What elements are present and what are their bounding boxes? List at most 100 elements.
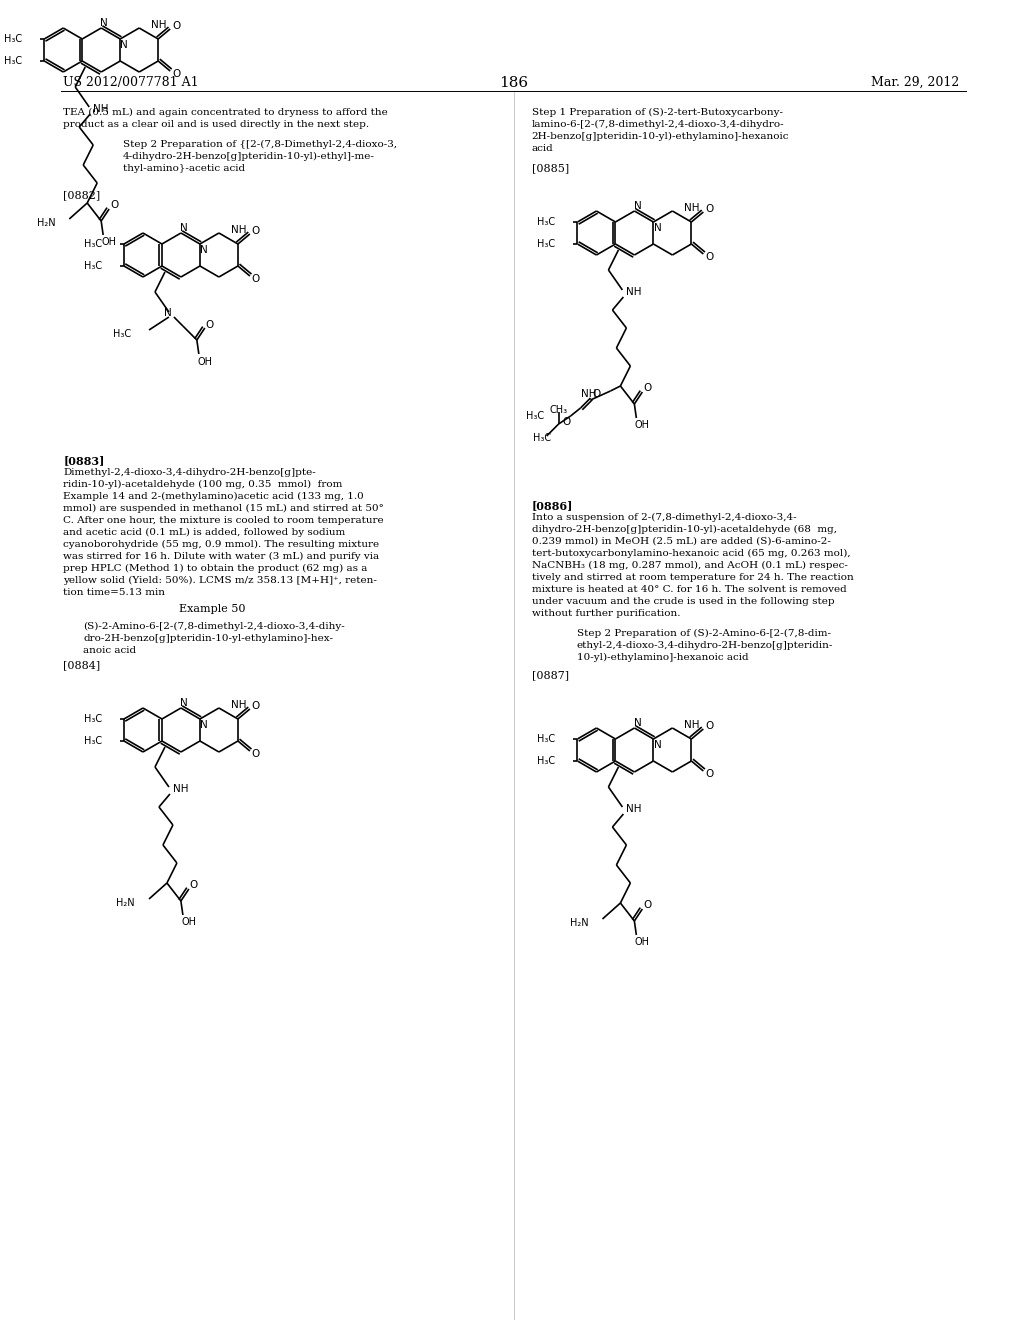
Text: N: N xyxy=(634,201,641,211)
Text: OH: OH xyxy=(198,356,212,367)
Text: [0887]: [0887] xyxy=(531,671,568,680)
Text: mixture is heated at 40° C. for 16 h. The solvent is removed: mixture is heated at 40° C. for 16 h. Th… xyxy=(531,585,847,594)
Text: H₃C: H₃C xyxy=(84,261,102,271)
Text: H₃C: H₃C xyxy=(532,433,551,444)
Text: O: O xyxy=(643,900,651,909)
Text: N: N xyxy=(164,308,172,318)
Text: prep HPLC (Method 1) to obtain the product (62 mg) as a: prep HPLC (Method 1) to obtain the produ… xyxy=(63,564,368,573)
Text: 4-dihydro-2H-benzo[g]pteridin-10-yl)-ethyl]-me-: 4-dihydro-2H-benzo[g]pteridin-10-yl)-eth… xyxy=(123,152,375,161)
Text: [0883]: [0883] xyxy=(63,455,104,466)
Text: H₃C: H₃C xyxy=(84,737,102,746)
Text: O: O xyxy=(706,770,714,779)
Text: H₃C: H₃C xyxy=(538,239,556,249)
Text: [0886]: [0886] xyxy=(531,500,573,511)
Text: NaCNBH₃ (18 mg, 0.287 mmol), and AcOH (0.1 mL) respec-: NaCNBH₃ (18 mg, 0.287 mmol), and AcOH (0… xyxy=(531,561,848,570)
Text: Example 50: Example 50 xyxy=(179,605,246,614)
Text: O: O xyxy=(172,21,180,30)
Text: O: O xyxy=(206,319,214,330)
Text: NH: NH xyxy=(230,700,247,710)
Text: NH: NH xyxy=(152,20,167,30)
Text: H₃C: H₃C xyxy=(538,216,556,227)
Text: H₂N: H₂N xyxy=(117,898,135,908)
Text: H₃C: H₃C xyxy=(113,329,131,339)
Text: O: O xyxy=(189,880,198,890)
Text: N: N xyxy=(120,40,128,50)
Text: Mar. 29, 2012: Mar. 29, 2012 xyxy=(870,77,958,88)
Text: O: O xyxy=(252,226,260,236)
Text: was stirred for 16 h. Dilute with water (3 mL) and purify via: was stirred for 16 h. Dilute with water … xyxy=(63,552,379,561)
Text: ridin-10-yl)-acetaldehyde (100 mg, 0.35  mmol)  from: ridin-10-yl)-acetaldehyde (100 mg, 0.35 … xyxy=(63,480,343,490)
Text: NH: NH xyxy=(230,224,247,235)
Text: N: N xyxy=(634,718,641,729)
Text: H₃C: H₃C xyxy=(538,734,556,744)
Text: thyl-amino}-acetic acid: thyl-amino}-acetic acid xyxy=(123,164,245,173)
Text: O: O xyxy=(252,701,260,711)
Text: H₂N: H₂N xyxy=(570,917,589,928)
Text: cyanoborohydride (55 mg, 0.9 mmol). The resulting mixture: cyanoborohydride (55 mg, 0.9 mmol). The … xyxy=(63,540,379,549)
Text: O: O xyxy=(172,69,180,79)
Text: 186: 186 xyxy=(499,77,528,90)
Text: OH: OH xyxy=(635,420,650,430)
Text: H₃C: H₃C xyxy=(525,411,544,421)
Text: (S)-2-Amino-6-[2-(7,8-dimethyl-2,4-dioxo-3,4-dihy-: (S)-2-Amino-6-[2-(7,8-dimethyl-2,4-dioxo… xyxy=(83,622,345,631)
Text: N: N xyxy=(180,698,187,708)
Text: product as a clear oil and is used directly in the next step.: product as a clear oil and is used direc… xyxy=(63,120,370,129)
Text: OH: OH xyxy=(101,238,117,247)
Text: NH: NH xyxy=(173,784,188,795)
Text: under vacuum and the crude is used in the following step: under vacuum and the crude is used in th… xyxy=(531,597,835,606)
Text: C. After one hour, the mixture is cooled to room temperature: C. After one hour, the mixture is cooled… xyxy=(63,516,384,525)
Text: NH: NH xyxy=(581,389,596,399)
Text: tion time=5.13 min: tion time=5.13 min xyxy=(63,587,165,597)
Text: O: O xyxy=(643,383,651,393)
Text: US 2012/0077781 A1: US 2012/0077781 A1 xyxy=(63,77,199,88)
Text: NH: NH xyxy=(684,203,699,213)
Text: Step 2 Preparation of {[2-(7,8-Dimethyl-2,4-dioxo-3,: Step 2 Preparation of {[2-(7,8-Dimethyl-… xyxy=(123,140,397,149)
Text: H₃C: H₃C xyxy=(4,55,23,66)
Text: H₃C: H₃C xyxy=(4,34,23,44)
Text: [0882]: [0882] xyxy=(63,190,100,201)
Text: TEA (0.5 mL) and again concentrated to dryness to afford the: TEA (0.5 mL) and again concentrated to d… xyxy=(63,108,388,117)
Text: yellow solid (Yield: 50%). LCMS m/z 358.13 [M+H]⁺, reten-: yellow solid (Yield: 50%). LCMS m/z 358.… xyxy=(63,576,377,585)
Text: NH: NH xyxy=(627,286,642,297)
Text: NH: NH xyxy=(93,104,109,114)
Text: O: O xyxy=(252,748,260,759)
Text: O: O xyxy=(252,275,260,284)
Text: tert-butoxycarbonylamino-hexanoic acid (65 mg, 0.263 mol),: tert-butoxycarbonylamino-hexanoic acid (… xyxy=(531,549,850,558)
Text: O: O xyxy=(592,389,601,399)
Text: mmol) are suspended in methanol (15 mL) and stirred at 50°: mmol) are suspended in methanol (15 mL) … xyxy=(63,504,384,513)
Text: OH: OH xyxy=(181,917,197,927)
Text: N: N xyxy=(653,741,662,750)
Text: H₃C: H₃C xyxy=(538,756,556,766)
Text: N: N xyxy=(200,719,208,730)
Text: H₃C: H₃C xyxy=(84,714,102,723)
Text: OH: OH xyxy=(635,937,650,946)
Text: Into a suspension of 2-(7,8-dimethyl-2,4-dioxo-3,4-: Into a suspension of 2-(7,8-dimethyl-2,4… xyxy=(531,513,797,523)
Text: N: N xyxy=(180,223,187,234)
Text: anoic acid: anoic acid xyxy=(83,645,136,655)
Text: tively and stirred at room temperature for 24 h. The reaction: tively and stirred at room temperature f… xyxy=(531,573,853,582)
Text: Dimethyl-2,4-dioxo-3,4-dihydro-2H-benzo[g]pte-: Dimethyl-2,4-dioxo-3,4-dihydro-2H-benzo[… xyxy=(63,469,316,477)
Text: H₃C: H₃C xyxy=(84,239,102,249)
Text: lamino-6-[2-(7,8-dimethyl-2,4-dioxo-3,4-dihydro-: lamino-6-[2-(7,8-dimethyl-2,4-dioxo-3,4-… xyxy=(531,120,784,129)
Text: O: O xyxy=(706,721,714,731)
Text: [0885]: [0885] xyxy=(531,162,569,173)
Text: dro-2H-benzo[g]pteridin-10-yl-ethylamino]-hex-: dro-2H-benzo[g]pteridin-10-yl-ethylamino… xyxy=(83,634,333,643)
Text: Step 2 Preparation of (S)-2-Amino-6-[2-(7,8-dim-: Step 2 Preparation of (S)-2-Amino-6-[2-(… xyxy=(577,630,830,638)
Text: O: O xyxy=(110,201,118,210)
Text: 2H-benzo[g]pteridin-10-yl)-ethylamino]-hexanoic: 2H-benzo[g]pteridin-10-yl)-ethylamino]-h… xyxy=(531,132,790,141)
Text: N: N xyxy=(200,246,208,255)
Text: O: O xyxy=(706,205,714,214)
Text: ethyl-2,4-dioxo-3,4-dihydro-2H-benzo[g]pteridin-: ethyl-2,4-dioxo-3,4-dihydro-2H-benzo[g]p… xyxy=(577,642,833,649)
Text: 10-yl)-ethylamino]-hexanoic acid: 10-yl)-ethylamino]-hexanoic acid xyxy=(577,653,749,663)
Text: Step 1 Preparation of (S)-2-tert-Butoxycarbony-: Step 1 Preparation of (S)-2-tert-Butoxyc… xyxy=(531,108,782,117)
Text: without further purification.: without further purification. xyxy=(531,609,680,618)
Text: 0.239 mmol) in MeOH (2.5 mL) are added (S)-6-amino-2-: 0.239 mmol) in MeOH (2.5 mL) are added (… xyxy=(531,537,830,546)
Text: NH: NH xyxy=(627,804,642,814)
Text: NH: NH xyxy=(684,719,699,730)
Text: and acetic acid (0.1 mL) is added, followed by sodium: and acetic acid (0.1 mL) is added, follo… xyxy=(63,528,345,537)
Text: N: N xyxy=(100,18,109,28)
Text: H₂N: H₂N xyxy=(37,218,55,228)
Text: [0884]: [0884] xyxy=(63,660,100,671)
Text: Example 14 and 2-(methylamino)acetic acid (133 mg, 1.0: Example 14 and 2-(methylamino)acetic aci… xyxy=(63,492,364,502)
Text: O: O xyxy=(562,417,570,426)
